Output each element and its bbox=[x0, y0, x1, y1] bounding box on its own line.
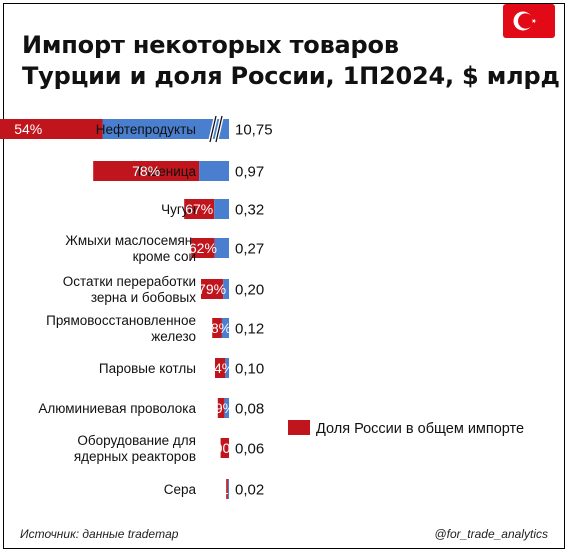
category-label: Чугун bbox=[161, 202, 196, 217]
category-label: Остатки переработки зерна и бобовых bbox=[63, 274, 197, 305]
category-label-line: Алюминиевая проволока bbox=[38, 401, 196, 416]
bar-group: Оборудование для ядерных реакторов 100%0,0… bbox=[74, 433, 264, 464]
author-handle: @for_trade_analytics bbox=[434, 527, 548, 541]
chart-title-line-2: Турции и доля России, 1П2024, $ млрд bbox=[22, 62, 560, 90]
share-label: 54% bbox=[14, 121, 42, 137]
share-label: 78% bbox=[132, 163, 160, 179]
share-label: 100% bbox=[207, 440, 243, 456]
category-label-line: Жмыхи маслосемян, bbox=[65, 233, 196, 248]
share-label: 61% bbox=[213, 481, 241, 497]
bar-group: Алюминиевая проволока 59% 0,08 bbox=[38, 398, 264, 418]
share-label: 67% bbox=[185, 201, 213, 217]
bar-group: Прямовосстановленное железо 58% 0,12 bbox=[46, 313, 264, 344]
share-label: 79% bbox=[198, 281, 226, 297]
axis-break-mark bbox=[215, 115, 223, 143]
turkey-flag-icon bbox=[503, 4, 555, 38]
bar-group: Паровые котлы 74% 0,10 bbox=[99, 358, 264, 378]
category-label: Прямовосстановленное железо bbox=[46, 313, 196, 344]
bar-other-share bbox=[199, 161, 229, 181]
bar-russia-share bbox=[201, 279, 224, 299]
chart-title: Импорт некоторых товаров Турции и доля Р… bbox=[22, 30, 560, 92]
bar-russia-share bbox=[226, 479, 228, 499]
bar-russia-share bbox=[191, 238, 215, 258]
value-label: 0,97 bbox=[235, 164, 264, 181]
category-label: Паровые котлы bbox=[99, 361, 196, 376]
value-label: 0,08 bbox=[235, 401, 264, 418]
value-label: 0,32 bbox=[235, 202, 264, 219]
category-label-line: зерна и бобовых bbox=[91, 290, 196, 305]
category-label-line: Оборудование для bbox=[77, 433, 196, 448]
value-label: 0,10 bbox=[235, 361, 264, 378]
share-label: 74% bbox=[206, 360, 234, 376]
bar-other-share bbox=[102, 119, 229, 139]
bar-other-share bbox=[224, 398, 229, 418]
category-label-line: Пшеница bbox=[138, 164, 197, 179]
bar-other-share bbox=[223, 279, 229, 299]
bar-other-share bbox=[214, 199, 229, 219]
bar-russia-share bbox=[212, 318, 222, 338]
category-label-line: железо bbox=[151, 329, 196, 344]
category-label-line: кроме сои bbox=[133, 249, 196, 264]
category-label-line: Сера bbox=[164, 482, 197, 497]
category-label: Алюминиевая проволока bbox=[38, 401, 196, 416]
axis-break-mark bbox=[209, 115, 217, 143]
share-label: 62% bbox=[189, 240, 217, 256]
value-label: 0,06 bbox=[235, 441, 264, 458]
bar-russia-share bbox=[93, 161, 200, 181]
category-label-line: Прямовосстановленное bbox=[46, 313, 196, 328]
bar-group: Сера 61%0,02 bbox=[164, 479, 264, 499]
category-label-line: Остатки переработки bbox=[63, 274, 196, 289]
legend: Доля России в общем импорте bbox=[288, 420, 524, 438]
bar-other-share bbox=[214, 238, 229, 258]
bar-russia-share bbox=[217, 398, 225, 418]
category-label-line: ядерных реакторов bbox=[74, 449, 196, 464]
legend-label: Доля России в общем импорте bbox=[316, 421, 525, 437]
legend-swatch bbox=[288, 420, 310, 435]
value-label: 0,02 bbox=[235, 482, 264, 499]
category-label: Жмыхи маслосемян, кроме сои bbox=[65, 233, 196, 264]
source-note: Источник: данные trademap bbox=[20, 527, 179, 541]
category-label: Сера bbox=[164, 482, 197, 497]
category-label: Оборудование для ядерных реакторов bbox=[74, 433, 196, 464]
category-label: Нефтепродукты bbox=[96, 122, 196, 137]
value-label: 0,27 bbox=[235, 241, 264, 258]
chart-frame bbox=[3, 3, 565, 549]
category-label: Пшеница bbox=[138, 164, 197, 179]
bar-other-share bbox=[221, 318, 229, 338]
bar-russia-share bbox=[215, 358, 226, 378]
bar-other-share bbox=[225, 358, 229, 378]
bar-other-share bbox=[227, 479, 229, 499]
value-label: 0,20 bbox=[235, 282, 264, 299]
value-label: 10,75 bbox=[235, 122, 273, 139]
category-label-line: Нефтепродукты bbox=[96, 122, 196, 137]
share-label: 59% bbox=[207, 400, 235, 416]
value-label: 0,12 bbox=[235, 321, 264, 338]
bar-russia-share bbox=[0, 119, 103, 139]
chart-title-line-1: Импорт некоторых товаров bbox=[22, 31, 399, 59]
bar-group: Нефтепродукты 54% 10,75 bbox=[0, 115, 273, 143]
share-label: 58% bbox=[203, 320, 231, 336]
category-label-line: Паровые котлы bbox=[99, 361, 196, 376]
bar-russia-share bbox=[220, 438, 229, 458]
bar-russia-share bbox=[184, 199, 215, 219]
category-label-line: Чугун bbox=[161, 202, 196, 217]
